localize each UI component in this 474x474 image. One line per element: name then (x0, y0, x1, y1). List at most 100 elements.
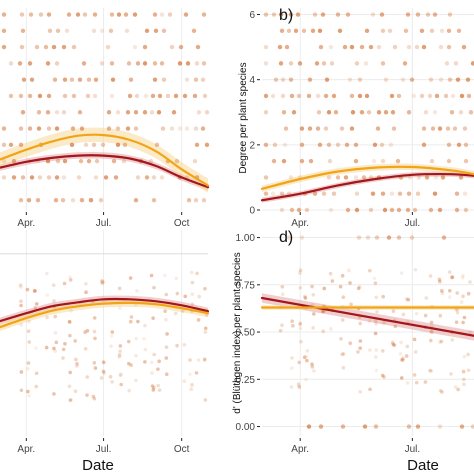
data-point (19, 322, 23, 327)
y-tick-label: 0.00 (236, 422, 256, 433)
data-point (36, 110, 42, 115)
data-point (92, 329, 97, 334)
data-point (381, 294, 385, 299)
series-line (260, 165, 474, 190)
data-point (440, 175, 446, 180)
data-point (423, 110, 429, 115)
data-point (455, 77, 461, 82)
data-point (395, 158, 401, 164)
data-point (98, 198, 104, 203)
data-point (18, 198, 24, 203)
data-point (398, 351, 403, 356)
data-point (304, 377, 308, 382)
data-point (348, 281, 352, 285)
data-point (413, 267, 418, 272)
data-point (354, 191, 360, 196)
data-point (456, 387, 460, 392)
data-point (359, 44, 365, 50)
data-point (273, 77, 279, 82)
data-point (299, 126, 305, 131)
data-point (161, 28, 167, 34)
data-point (432, 12, 438, 17)
data-point (340, 273, 345, 278)
data-point (270, 191, 276, 196)
data-point (151, 388, 156, 392)
data-point (454, 191, 460, 196)
data-point (143, 323, 147, 328)
data-point (61, 44, 67, 50)
data-point (318, 424, 324, 429)
data-point (371, 158, 377, 164)
data-point (84, 282, 88, 286)
data-point (370, 12, 376, 17)
data-point (315, 126, 321, 131)
data-point (118, 373, 123, 378)
data-point (151, 198, 157, 203)
data-point (327, 158, 333, 164)
data-point (406, 110, 412, 115)
data-point (356, 286, 361, 291)
data-point (109, 61, 115, 66)
data-point (445, 126, 451, 131)
data-point (468, 110, 474, 115)
data-point (156, 367, 160, 371)
data-point (315, 93, 321, 99)
data-point (164, 372, 169, 376)
x-tick-label: Apr. (17, 444, 35, 455)
data-point (128, 319, 133, 324)
data-point (356, 235, 362, 240)
data-point (331, 191, 337, 196)
data-point (92, 93, 98, 99)
data-point (195, 271, 199, 276)
data-point (323, 126, 329, 131)
data-point (68, 370, 73, 375)
data-point (299, 142, 305, 148)
data-point (380, 28, 386, 34)
data-point (53, 331, 58, 335)
data-point (314, 61, 320, 66)
data-point (321, 309, 326, 313)
data-point (414, 44, 420, 50)
data-point (402, 61, 408, 66)
panel-c-lines (0, 297, 210, 329)
data-point (423, 313, 428, 318)
data-point (46, 126, 52, 131)
data-point (278, 61, 284, 66)
data-point (79, 198, 85, 203)
data-point (271, 12, 277, 17)
data-point (453, 385, 458, 389)
data-point (132, 44, 138, 50)
data-point (391, 126, 397, 131)
data-point (62, 158, 68, 164)
data-point (53, 349, 57, 353)
panel-b-lines (260, 165, 474, 202)
data-point (270, 93, 276, 99)
data-point (380, 373, 385, 378)
data-point (271, 158, 277, 164)
data-point (86, 158, 92, 164)
data-point (374, 368, 379, 373)
data-point (113, 175, 119, 180)
y-tick-label: 0 (249, 206, 255, 217)
data-point (470, 424, 474, 429)
data-point (105, 44, 111, 50)
data-point (298, 268, 303, 273)
data-point (142, 61, 148, 66)
data-point (297, 360, 301, 365)
data-point (85, 393, 89, 397)
data-point (288, 77, 294, 82)
data-point (354, 61, 360, 66)
data-point (53, 314, 58, 319)
data-point (51, 283, 56, 287)
data-point (340, 424, 346, 429)
data-point (298, 322, 302, 326)
data-point (27, 93, 33, 99)
data-point (280, 93, 286, 99)
data-point (406, 297, 411, 302)
data-point (289, 385, 294, 389)
data-point (368, 268, 372, 273)
data-point (25, 287, 30, 292)
data-point (341, 295, 346, 299)
data-point (341, 366, 346, 370)
data-point (279, 191, 285, 196)
